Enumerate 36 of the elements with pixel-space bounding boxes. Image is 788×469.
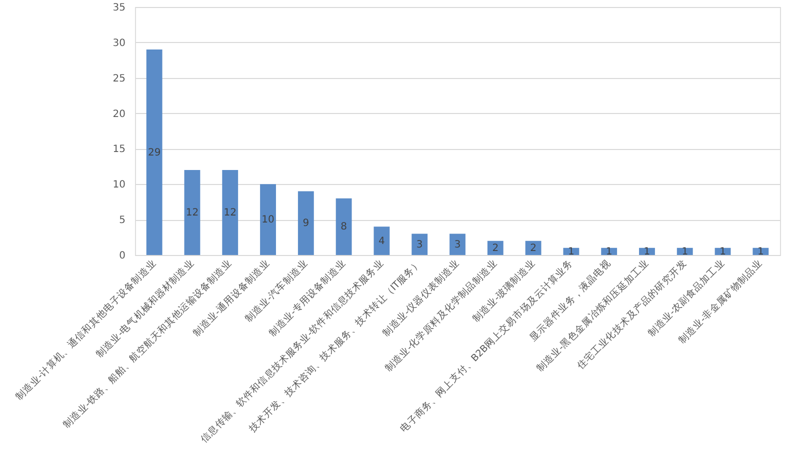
bar — [374, 226, 390, 255]
y-tick-label: 15 — [112, 144, 126, 156]
data-label: 3 — [454, 239, 461, 250]
y-tick-label: 10 — [112, 180, 126, 191]
y-tick-label: 0 — [119, 250, 126, 262]
data-label: 12 — [224, 207, 236, 218]
y-tick-label: 5 — [119, 215, 126, 226]
bar — [222, 170, 238, 255]
bar — [146, 50, 162, 255]
y-tick-label: 35 — [112, 2, 126, 14]
bar — [450, 234, 466, 255]
bar — [260, 184, 276, 255]
data-label: 1 — [644, 246, 650, 258]
y-tick-label: 20 — [112, 108, 126, 120]
data-label: 1 — [720, 246, 726, 258]
data-label: 3 — [416, 239, 423, 250]
data-label: 9 — [302, 218, 310, 230]
data-label: 4 — [378, 236, 385, 247]
y-tick-label: 30 — [112, 38, 126, 49]
data-label: 2 — [492, 242, 499, 254]
data-label: 2 — [530, 242, 536, 254]
bar — [184, 170, 200, 255]
data-label: 1 — [606, 246, 612, 258]
data-label: 1 — [568, 246, 574, 258]
bar — [298, 191, 314, 255]
data-label: 8 — [340, 222, 347, 233]
data-label: 1 — [757, 246, 764, 258]
data-label: 29 — [148, 147, 161, 158]
bar — [336, 198, 352, 255]
data-label: 1 — [682, 246, 688, 258]
data-label: 10 — [262, 214, 274, 226]
bar — [525, 240, 542, 255]
bar — [412, 234, 428, 255]
y-tick-label: 25 — [112, 73, 126, 84]
bar — [487, 240, 504, 255]
data-label: 12 — [186, 207, 199, 218]
